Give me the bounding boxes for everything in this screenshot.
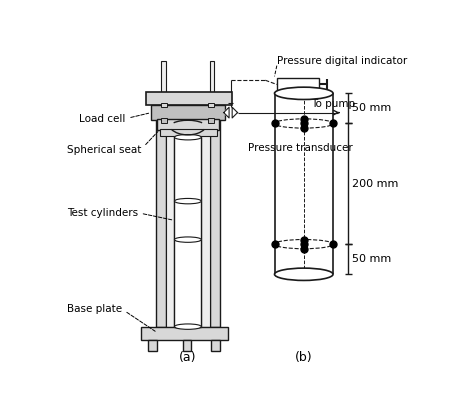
Bar	[160, 129, 217, 136]
Bar	[207, 103, 214, 107]
Text: (b): (b)	[295, 351, 313, 363]
Text: Pressure digital indicator: Pressure digital indicator	[277, 56, 407, 66]
Bar	[158, 119, 219, 129]
Bar	[146, 92, 232, 105]
Bar	[161, 118, 166, 123]
Bar	[212, 340, 220, 351]
Text: Load cell: Load cell	[79, 113, 148, 124]
Bar	[183, 340, 191, 351]
Text: 50 mm: 50 mm	[352, 103, 392, 113]
Bar	[210, 105, 220, 327]
Bar	[140, 327, 228, 340]
Bar	[201, 105, 210, 327]
Ellipse shape	[274, 87, 333, 99]
Bar	[151, 105, 225, 120]
Bar	[175, 137, 201, 327]
Text: Base plate: Base plate	[67, 304, 155, 331]
Text: To pump: To pump	[311, 99, 356, 109]
Ellipse shape	[175, 199, 201, 204]
Bar	[161, 103, 166, 107]
Ellipse shape	[175, 237, 201, 242]
Polygon shape	[232, 107, 238, 118]
Ellipse shape	[175, 135, 201, 140]
Text: 200 mm: 200 mm	[352, 179, 399, 189]
Bar	[277, 78, 319, 91]
Ellipse shape	[175, 324, 201, 329]
Bar	[148, 340, 157, 351]
Text: Spherical seat: Spherical seat	[67, 131, 158, 154]
Bar	[166, 105, 175, 327]
Ellipse shape	[274, 268, 333, 281]
Text: Test cylinders: Test cylinders	[67, 208, 172, 220]
Bar	[210, 61, 215, 92]
Text: (a): (a)	[179, 351, 196, 363]
Polygon shape	[224, 107, 229, 118]
Text: Pressure transducer: Pressure transducer	[248, 143, 352, 153]
Bar	[161, 61, 166, 92]
Bar	[156, 105, 166, 327]
Text: 50 mm: 50 mm	[352, 254, 392, 264]
Bar	[207, 118, 214, 123]
